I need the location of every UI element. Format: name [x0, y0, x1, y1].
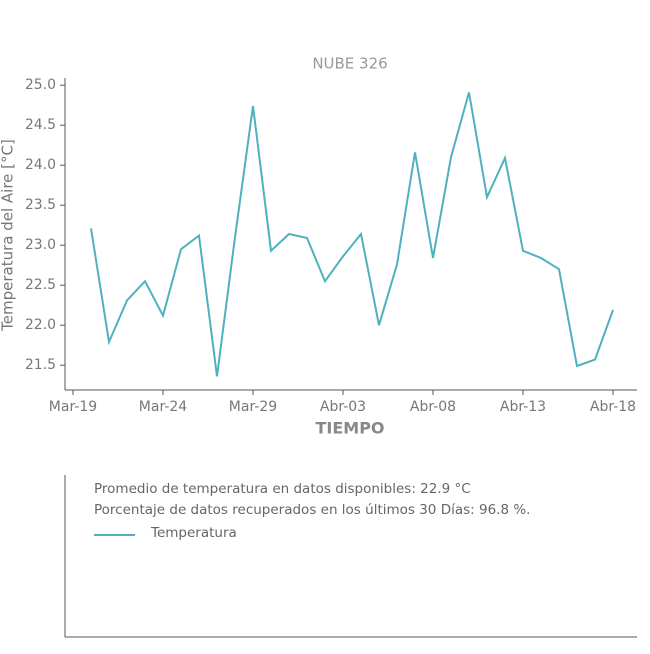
y-tick-label: 22.0: [25, 317, 56, 333]
x-tick-label: Mar-19: [49, 399, 97, 415]
x-tick-label: Abr-03: [320, 399, 366, 415]
y-tick-label: 22.5: [25, 277, 56, 293]
x-tick-label: Abr-08: [410, 399, 456, 415]
annotation: Promedio de temperatura en datos disponi…: [94, 481, 471, 497]
y-tick-label: 24.5: [25, 117, 56, 133]
y-tick-label: 23.0: [25, 237, 56, 253]
x-tick-label: Abr-18: [590, 399, 636, 415]
y-axis-label: Temperatura del Aire [°C]: [0, 139, 17, 332]
y-tick-label: 25.0: [25, 77, 56, 93]
x-tick-label: Mar-24: [139, 399, 187, 415]
x-axis-label: TIEMPO: [315, 419, 384, 438]
y-tick-label: 21.5: [25, 357, 56, 373]
chart-title: NUBE 326: [312, 55, 387, 73]
y-tick-label: 24.0: [25, 157, 56, 173]
y-tick-label: 23.5: [25, 197, 56, 213]
x-tick-label: Mar-29: [229, 399, 277, 415]
legend-label: Temperatura: [150, 525, 237, 541]
line-series: [90, 92, 614, 377]
x-tick-label: Abr-13: [500, 399, 546, 415]
annotation: Porcentaje de datos recuperados en los ú…: [94, 502, 530, 518]
